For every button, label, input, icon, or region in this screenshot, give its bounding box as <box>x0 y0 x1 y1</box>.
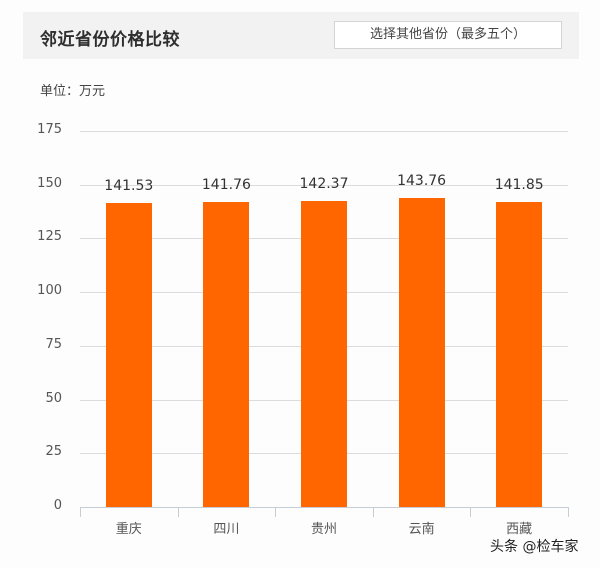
y-tick-label: 125 <box>37 229 62 245</box>
data-label: 141.53 <box>104 177 154 194</box>
bar-4[interactable] <box>496 202 543 507</box>
unit-label: 单位：万元 <box>40 84 106 99</box>
x-axis-tick <box>568 507 569 517</box>
y-tick-label: 25 <box>45 444 62 460</box>
x-tick-label: 西藏 <box>506 522 533 537</box>
y-tick-label: 75 <box>45 336 62 352</box>
bar-0[interactable] <box>105 202 152 507</box>
bar-2[interactable] <box>301 201 347 507</box>
data-label: 143.76 <box>397 173 447 190</box>
chart-header: 邻近省份价格比较 选择其他省份（最多五个） <box>23 12 579 59</box>
gridline <box>80 131 568 132</box>
y-tick-label: 0 <box>53 498 62 513</box>
x-axis-tick <box>80 507 81 517</box>
x-axis-tick <box>275 507 277 517</box>
x-axis-tick <box>372 507 374 517</box>
page-title: 邻近省份价格比较 <box>40 30 180 50</box>
bar-1[interactable] <box>203 202 250 507</box>
y-tick-label: 50 <box>45 390 62 406</box>
y-tick-label: 175 <box>37 122 62 137</box>
watermark: 头条 @检车家 <box>490 539 579 555</box>
x-axis-line <box>80 507 568 508</box>
y-tick-label: 150 <box>37 175 62 191</box>
y-tick-label: 100 <box>37 283 62 299</box>
x-tick-label: 云南 <box>408 522 435 537</box>
select-provinces-button[interactable]: 选择其他省份（最多五个） <box>334 21 562 49</box>
x-axis-tick <box>470 507 472 517</box>
x-tick-label: 重庆 <box>115 522 142 537</box>
x-tick-label: 四川 <box>213 522 240 537</box>
data-label: 142.37 <box>299 176 349 193</box>
x-axis-tick <box>177 507 179 517</box>
data-label: 141.76 <box>201 177 251 194</box>
gridline <box>80 184 568 186</box>
data-label: 141.85 <box>494 177 544 194</box>
x-tick-label: 贵州 <box>310 522 337 537</box>
bar-3[interactable] <box>398 198 445 507</box>
